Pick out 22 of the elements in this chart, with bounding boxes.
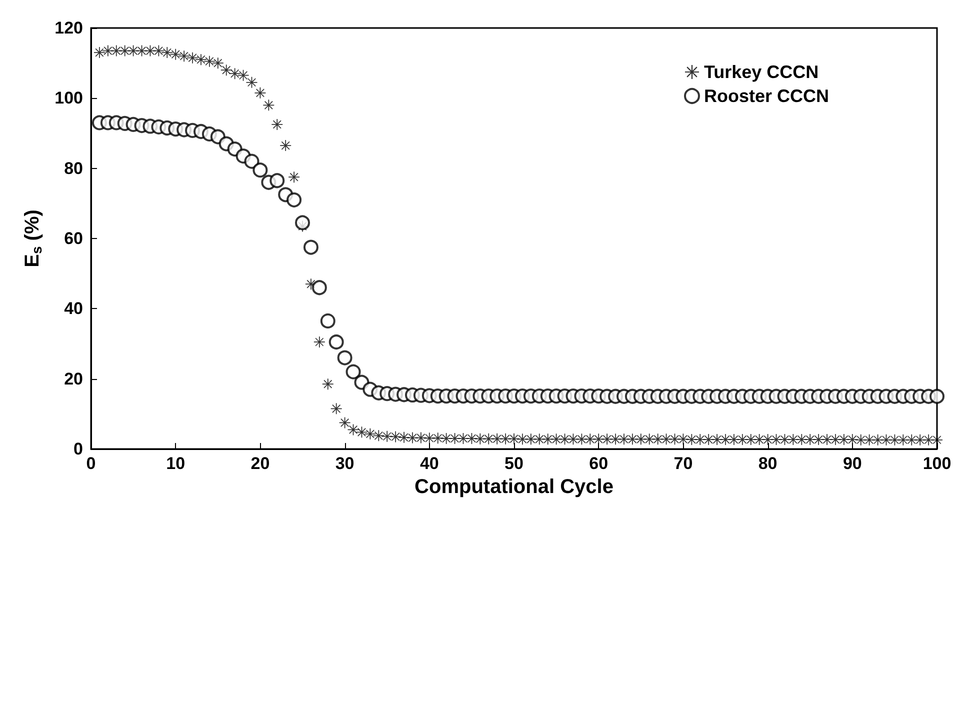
x-tick-label: 30 [335, 454, 354, 473]
x-tick-label: 50 [504, 454, 524, 473]
x-tick-label: 40 [420, 454, 439, 473]
x-axis-title: Computational Cycle [414, 476, 614, 498]
x-tick-label: 100 [922, 454, 952, 473]
x-tick-label: 90 [842, 454, 862, 473]
y-axis-title: Es (%) [22, 210, 45, 268]
legend-label: Turkey CCCN [704, 62, 819, 82]
legend-label: Rooster CCCN [704, 86, 830, 106]
y-tick-label: 40 [64, 299, 83, 318]
x-tick-label: 0 [86, 454, 96, 473]
x-tick-label: 60 [589, 454, 608, 473]
x-tick-label: 10 [166, 454, 186, 473]
y-tick-label: 60 [64, 229, 83, 248]
x-tick-label: 20 [250, 454, 270, 473]
y-tick-label: 20 [64, 369, 83, 388]
y-tick-label: 80 [64, 158, 83, 178]
y-tick-label: 100 [54, 88, 83, 108]
y-tick-label: 0 [74, 440, 83, 458]
x-tick-label: 80 [758, 454, 778, 473]
y-tick-label: 120 [54, 18, 83, 38]
x-tick-label: 70 [674, 454, 693, 473]
